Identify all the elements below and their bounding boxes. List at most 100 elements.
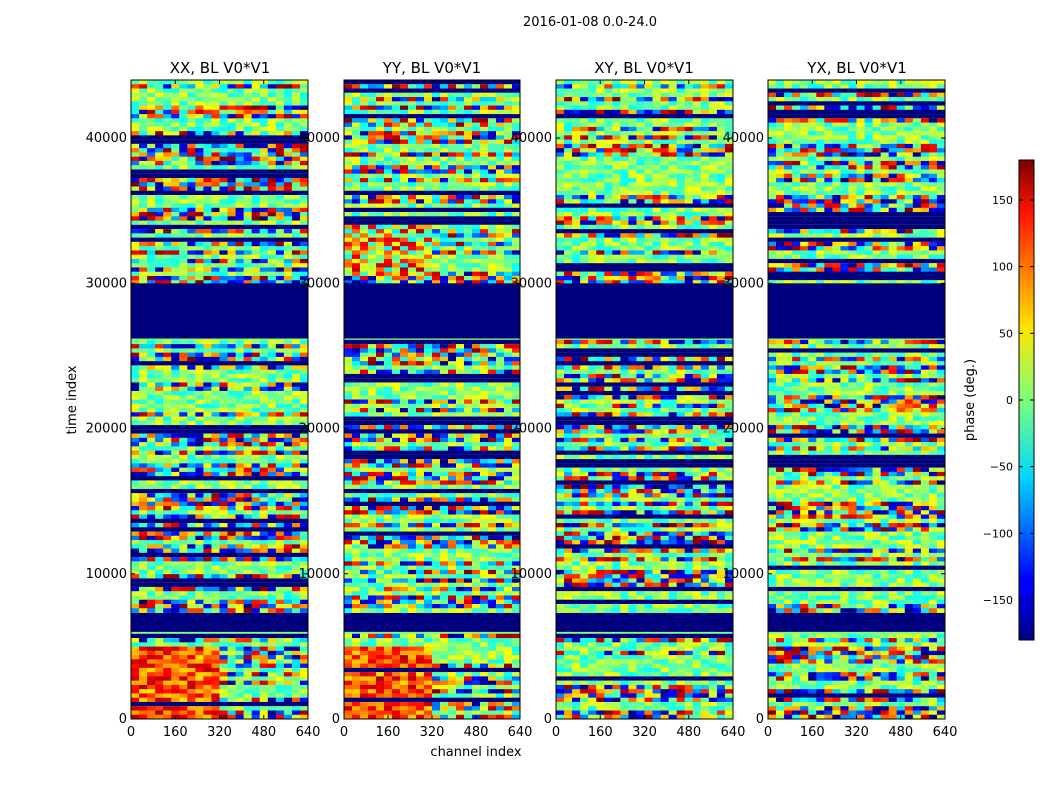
heatmap-cell bbox=[187, 369, 196, 375]
heatmap-cell bbox=[416, 280, 425, 285]
heatmap-cell bbox=[456, 471, 465, 477]
heatmap-cell bbox=[504, 514, 513, 520]
heatmap-cell bbox=[512, 642, 521, 647]
heatmap-cell bbox=[488, 122, 497, 128]
heatmap-cell bbox=[179, 131, 188, 136]
heatmap-cell bbox=[211, 501, 220, 507]
heatmap-cell bbox=[464, 569, 473, 575]
heatmap-cell bbox=[480, 182, 489, 187]
heatmap-cell bbox=[235, 101, 245, 106]
heatmap-cell bbox=[251, 548, 261, 554]
heatmap-cell bbox=[291, 365, 301, 371]
heatmap-cell bbox=[163, 131, 172, 136]
heatmap-cell bbox=[139, 693, 148, 699]
heatmap-cell bbox=[235, 548, 245, 554]
heatmap-cell bbox=[352, 156, 361, 162]
heatmap-cell bbox=[392, 275, 401, 281]
heatmap-cell bbox=[408, 267, 417, 273]
heatmap-cell bbox=[259, 467, 269, 473]
heatmap-cell bbox=[384, 173, 393, 179]
heatmap-cell bbox=[352, 348, 361, 354]
heatmap-cell bbox=[299, 143, 309, 149]
heatmap-cell bbox=[203, 684, 212, 690]
heatmap-cell bbox=[283, 680, 293, 686]
heatmap-cell bbox=[360, 148, 369, 153]
heatmap-cell bbox=[299, 510, 309, 515]
heatmap-cell bbox=[283, 403, 293, 409]
heatmap-cell bbox=[155, 714, 164, 720]
heatmap-cell bbox=[512, 156, 521, 162]
flagged-row bbox=[131, 476, 308, 481]
heatmap-cell bbox=[496, 599, 505, 605]
heatmap-cell bbox=[187, 672, 196, 677]
heatmap-cell bbox=[171, 697, 180, 703]
heatmap-cell bbox=[195, 437, 204, 443]
heatmap-cell bbox=[195, 386, 204, 392]
heatmap-cell bbox=[432, 518, 441, 524]
heatmap-cell bbox=[512, 267, 521, 273]
flagged-row bbox=[344, 667, 520, 673]
heatmap-cell bbox=[488, 101, 497, 106]
heatmap-cell bbox=[187, 275, 196, 281]
flagged-row bbox=[344, 339, 520, 345]
heatmap-cell bbox=[400, 595, 409, 601]
heatmap-cell bbox=[512, 493, 521, 498]
heatmap-cell bbox=[408, 680, 417, 686]
heatmap-cell bbox=[211, 689, 220, 694]
heatmap-cell bbox=[400, 706, 409, 711]
heatmap-cell bbox=[235, 484, 245, 490]
heatmap-cell bbox=[243, 676, 253, 682]
heatmap-cell bbox=[203, 501, 212, 507]
heatmap-cell bbox=[299, 655, 309, 660]
heatmap-cell bbox=[352, 650, 361, 656]
heatmap-cell bbox=[171, 88, 180, 94]
heatmap-cell bbox=[163, 412, 172, 417]
heatmap-cell bbox=[267, 195, 277, 200]
heatmap-cell bbox=[408, 497, 417, 503]
heatmap-cell bbox=[195, 638, 204, 643]
heatmap-cell bbox=[147, 463, 156, 469]
heatmap-cell bbox=[472, 271, 481, 277]
heatmap-cell bbox=[179, 693, 188, 699]
heatmap-cell bbox=[400, 633, 409, 639]
heatmap-cell bbox=[259, 267, 269, 273]
heatmap-cell bbox=[488, 92, 497, 98]
heatmap-cell bbox=[448, 544, 457, 549]
heatmap-cell bbox=[360, 254, 369, 260]
heatmap-cell bbox=[187, 706, 196, 711]
heatmap-cell bbox=[368, 514, 377, 520]
heatmap-cell bbox=[211, 143, 220, 149]
heatmap-cell bbox=[416, 506, 425, 511]
heatmap-cell bbox=[291, 263, 301, 268]
heatmap-cell bbox=[139, 378, 148, 383]
heatmap-cell bbox=[504, 160, 513, 166]
heatmap-cell bbox=[211, 118, 220, 123]
heatmap-cell bbox=[139, 203, 148, 209]
heatmap-cell bbox=[432, 160, 441, 166]
heatmap-cell bbox=[440, 365, 449, 371]
heatmap-cell bbox=[203, 672, 212, 677]
heatmap-cell bbox=[352, 173, 361, 179]
heatmap-cell bbox=[400, 514, 409, 520]
heatmap-cell bbox=[187, 122, 196, 128]
heatmap-cell bbox=[275, 186, 285, 192]
heatmap-cell bbox=[243, 672, 253, 677]
heatmap-cell bbox=[400, 565, 409, 571]
heatmap-cell bbox=[496, 122, 505, 128]
heatmap-cell bbox=[352, 672, 361, 677]
heatmap-cell bbox=[488, 714, 497, 720]
heatmap-cell bbox=[480, 361, 489, 366]
heatmap-cell bbox=[251, 177, 261, 183]
heatmap-cell bbox=[344, 241, 353, 247]
heatmap-cell bbox=[504, 582, 513, 588]
heatmap-cell bbox=[496, 523, 505, 528]
heatmap-cell bbox=[283, 467, 293, 473]
heatmap-cell bbox=[384, 199, 393, 204]
heatmap-cell bbox=[496, 182, 505, 187]
heatmap-cell bbox=[195, 710, 204, 716]
heatmap-cell bbox=[195, 693, 204, 699]
heatmap-cell bbox=[392, 352, 401, 358]
heatmap-cell bbox=[179, 450, 188, 456]
heatmap-cell bbox=[424, 101, 433, 106]
heatmap-cell bbox=[275, 105, 285, 111]
